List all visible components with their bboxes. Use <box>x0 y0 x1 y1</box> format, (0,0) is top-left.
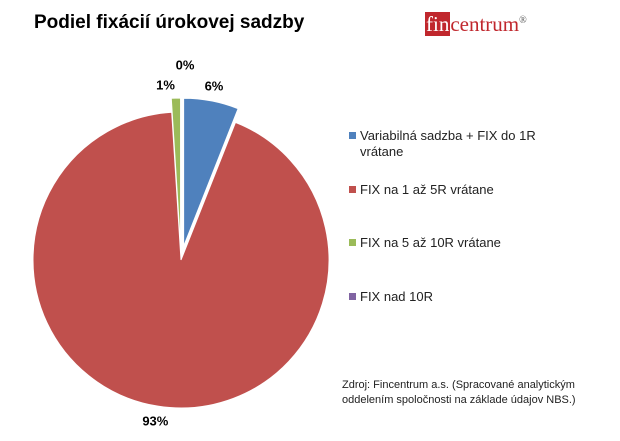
pie-slice <box>183 97 239 247</box>
legend-label: FIX nad 10R <box>360 289 433 304</box>
legend-item: FIX na 5 až 10R vrátane <box>349 235 570 251</box>
logo-box: fin <box>425 12 451 36</box>
legend-item: Variabilná sadzba + FIX do 1R vrátane <box>349 128 570 160</box>
data-label: 93% <box>142 413 168 428</box>
source-line: Zdroj: Fincentrum a.s. (Spracované analy… <box>342 379 575 391</box>
legend-swatch <box>349 293 356 300</box>
data-label: 1% <box>156 78 175 93</box>
legend-item: FIX nad 10R <box>349 289 570 305</box>
pie-slice <box>32 111 330 409</box>
logo: fincentrum® <box>425 12 527 37</box>
chart-title: Podiel fixácií úrokovej sadzby <box>34 12 305 33</box>
logo-text: centrum <box>450 12 520 36</box>
logo-mark: ® <box>519 15 527 26</box>
data-label: 6% <box>205 79 224 94</box>
data-label: 0% <box>176 57 195 72</box>
source-line: oddelením spoločnosti na základe údajov … <box>342 394 576 406</box>
source-note: Zdroj: Fincentrum a.s. (Spracované analy… <box>342 378 576 408</box>
legend-swatch <box>349 186 356 193</box>
legend-label: FIX na 1 až 5R vrátane <box>360 182 494 197</box>
legend-item: FIX na 1 až 5R vrátane <box>349 182 570 198</box>
legend-swatch <box>349 239 356 246</box>
legend-label: Variabilná sadzba + FIX do 1R vrátane <box>360 128 536 159</box>
legend-label: FIX na 5 až 10R vrátane <box>360 235 501 250</box>
legend-swatch <box>349 132 356 139</box>
